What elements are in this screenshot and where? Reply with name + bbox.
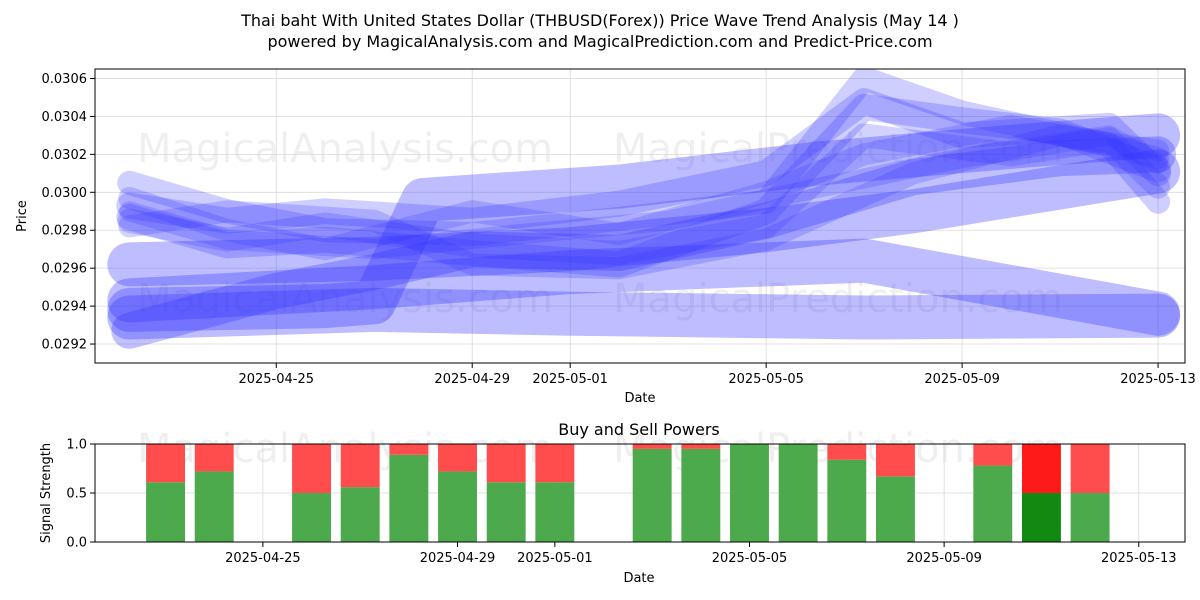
bottom-y-tick-label: 0.0 (66, 536, 87, 551)
sell-bar (681, 444, 721, 449)
watermark-top-right: MagicalPrediction.com (613, 126, 1063, 172)
bottom-y-tick-label: 1.0 (66, 438, 87, 453)
buy-bar (876, 476, 915, 542)
bottom-x-tick-label: 2025-05-09 (906, 551, 982, 566)
wave-line-wave-4 (107, 113, 1181, 332)
buy-bar (632, 448, 672, 542)
top-y-tick-label: 0.0298 (42, 224, 88, 239)
top-grid (95, 69, 1185, 363)
wave-line-wave-10 (118, 114, 1170, 261)
top-y-tick-label: 0.0294 (42, 300, 88, 315)
sell-bar (292, 444, 332, 493)
sell-bar (340, 444, 380, 488)
buy-bar (389, 454, 429, 542)
top-x-tick-label: 2025-05-05 (728, 372, 804, 387)
sell-bar (486, 444, 526, 483)
sell-bar (632, 444, 672, 449)
buy-bar (730, 444, 769, 542)
buy-sell-bars (146, 444, 1110, 542)
top-y-tick-label: 0.0304 (42, 110, 88, 125)
wave-line-wave-9 (117, 123, 1171, 265)
buy-bar (973, 465, 1013, 542)
wave-line-wave-8 (117, 69, 1171, 246)
sell-bar (535, 444, 575, 483)
bottom-x-tick-label: 2025-05-05 (712, 551, 788, 566)
watermark-mid-left: MagicalAnalysis.com (137, 276, 553, 322)
top-y-tick-label: 0.0300 (42, 186, 88, 201)
top-y-tick-label: 0.0306 (42, 72, 88, 87)
buy-bar (827, 459, 867, 542)
buy-bar (681, 448, 721, 542)
wave-line-wave-6 (116, 93, 1172, 278)
buy-bar (340, 487, 380, 542)
buy-bar (1021, 493, 1061, 542)
sell-bar (194, 444, 234, 472)
buy-bar (292, 493, 332, 542)
top-x-tick-label: 2025-04-29 (434, 372, 510, 387)
buy-sell-plot: 2025-04-25 2025-04-29 2025-05-01 2025-05-05… (66, 438, 1186, 566)
chart-subtitle: powered by MagicalAnalysis.com and Magic… (267, 32, 932, 51)
watermark-top-left: MagicalAnalysis.com (137, 126, 553, 172)
top-x-tick-label: 2025-05-09 (924, 372, 1000, 387)
wave-line-wave-11 (118, 124, 1170, 280)
wave-line-wave-12 (119, 125, 1169, 260)
sell-bar (389, 444, 429, 455)
buy-bar (194, 471, 234, 542)
wave-line-wave-3 (107, 149, 1181, 287)
watermark-mid-right: MagicalPrediction.com (613, 276, 1063, 322)
top-y-axis-label: Price (15, 200, 30, 232)
buy-bar (486, 482, 526, 542)
sell-bar (438, 444, 477, 472)
bottom-x-tick-label: 2025-04-25 (225, 551, 301, 566)
bottom-x-tick-label: 2025-04-29 (420, 551, 496, 566)
top-y-tick-label: 0.0292 (42, 338, 88, 353)
sell-bar (1070, 444, 1110, 493)
chart-title: Thai baht With United States Dollar (THB… (240, 11, 959, 30)
buy-bar (778, 444, 818, 542)
top-x-tick-label: 2025-05-01 (532, 372, 608, 387)
buy-bar (438, 471, 477, 542)
sell-bar (146, 444, 186, 483)
price-wave-plot: 2025-04-25 2025-04-29 2025-05-01 2025-05-05… (42, 68, 1196, 387)
wave-line-wave-5 (111, 136, 1177, 349)
wave-line-wave-1 (107, 287, 1181, 340)
top-plot-frame (94, 68, 1186, 364)
wave-line-wave-7 (116, 88, 1172, 234)
buy-bar (1070, 493, 1110, 542)
watermark-group-top: MagicalAnalysis.com MagicalPrediction.co… (137, 126, 1063, 322)
bottom-x-tick-label: 2025-05-01 (517, 551, 593, 566)
bottom-chart-title: Buy and Sell Powers (558, 420, 720, 439)
top-x-axis-label: Date (624, 391, 655, 406)
bottom-y-tick-label: 0.5 (66, 487, 87, 502)
bottom-x-tick-label: 2025-05-13 (1101, 551, 1177, 566)
wave-series-group (107, 69, 1181, 349)
top-y-tick-label: 0.0296 (42, 262, 88, 277)
sell-bar (876, 444, 915, 477)
wave-line-wave-2 (107, 238, 1181, 336)
buy-bar (535, 482, 575, 542)
top-y-tick-label: 0.0302 (42, 148, 88, 163)
bottom-y-axis-label: Signal Strength (39, 443, 54, 543)
top-x-tick-label: 2025-04-25 (238, 372, 314, 387)
sell-bar (1021, 444, 1061, 493)
sell-bar (973, 444, 1013, 466)
top-x-tick-label: 2025-05-13 (1120, 372, 1196, 387)
bottom-x-axis-label: Date (623, 571, 654, 586)
sell-bar (827, 444, 867, 460)
buy-bar (146, 482, 186, 542)
